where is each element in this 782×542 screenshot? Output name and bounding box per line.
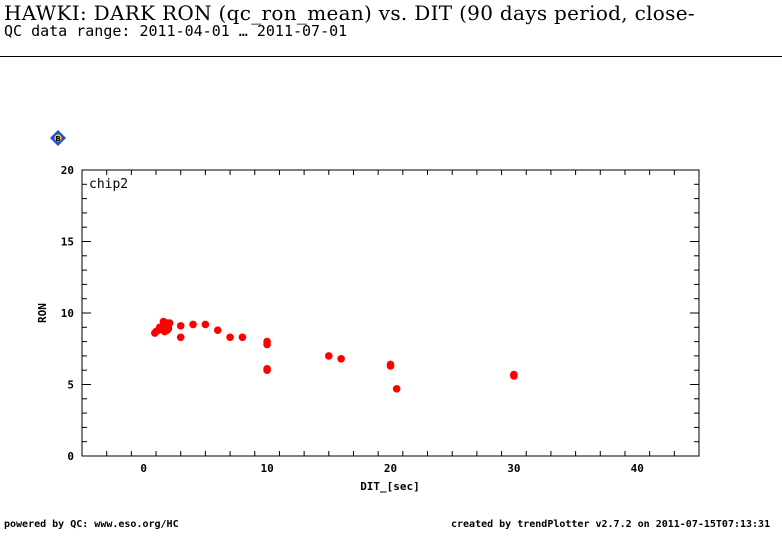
data-point	[392, 384, 401, 393]
chart-title: HAWKI: DARK RON (qc_ron_mean) vs. DIT (9…	[4, 1, 695, 25]
y-tick-label: 5	[67, 379, 74, 392]
axis-ticks: 0 10 20 30 40 0 5 10 15 20	[61, 164, 700, 475]
data-point	[189, 320, 197, 329]
data-points	[151, 317, 518, 393]
data-point	[165, 319, 174, 327]
x-tick-label: 0	[140, 462, 147, 475]
diamond-badge-icon: B	[50, 130, 66, 146]
data-point	[238, 333, 247, 342]
y-tick-label: 10	[61, 307, 74, 320]
data-point	[263, 366, 271, 375]
data-point	[163, 326, 171, 334]
x-tick-label: 20	[384, 462, 397, 475]
data-point	[386, 362, 395, 370]
panel-label: chip2	[89, 177, 128, 192]
data-point	[263, 340, 271, 349]
y-axis-label: RON	[36, 303, 49, 323]
x-tick-label: 10	[260, 462, 273, 475]
y-tick-label: 15	[61, 236, 74, 249]
data-point	[176, 333, 185, 342]
data-point	[337, 354, 345, 363]
y-tick-label: 20	[61, 164, 74, 177]
footer-powered-by: powered by QC: www.eso.org/HC	[4, 519, 179, 530]
x-tick-label: 40	[631, 462, 644, 475]
qc-date-range: QC data range: 2011-04-01 … 2011-07-01	[4, 22, 348, 40]
x-axis-label: DIT_[sec]	[360, 480, 420, 493]
data-point	[226, 333, 234, 342]
badge-label: B	[55, 135, 60, 143]
data-point	[510, 372, 518, 380]
header-divider	[0, 56, 782, 57]
x-tick-label: 30	[507, 462, 520, 475]
footer-created-by: created by trendPlotter v2.7.2 on 2011-0…	[451, 519, 771, 530]
data-point	[325, 352, 333, 360]
plot-frame	[81, 169, 700, 457]
data-point	[176, 322, 185, 330]
data-point	[201, 320, 210, 329]
y-tick-label: 0	[67, 450, 74, 463]
data-point	[213, 326, 222, 334]
